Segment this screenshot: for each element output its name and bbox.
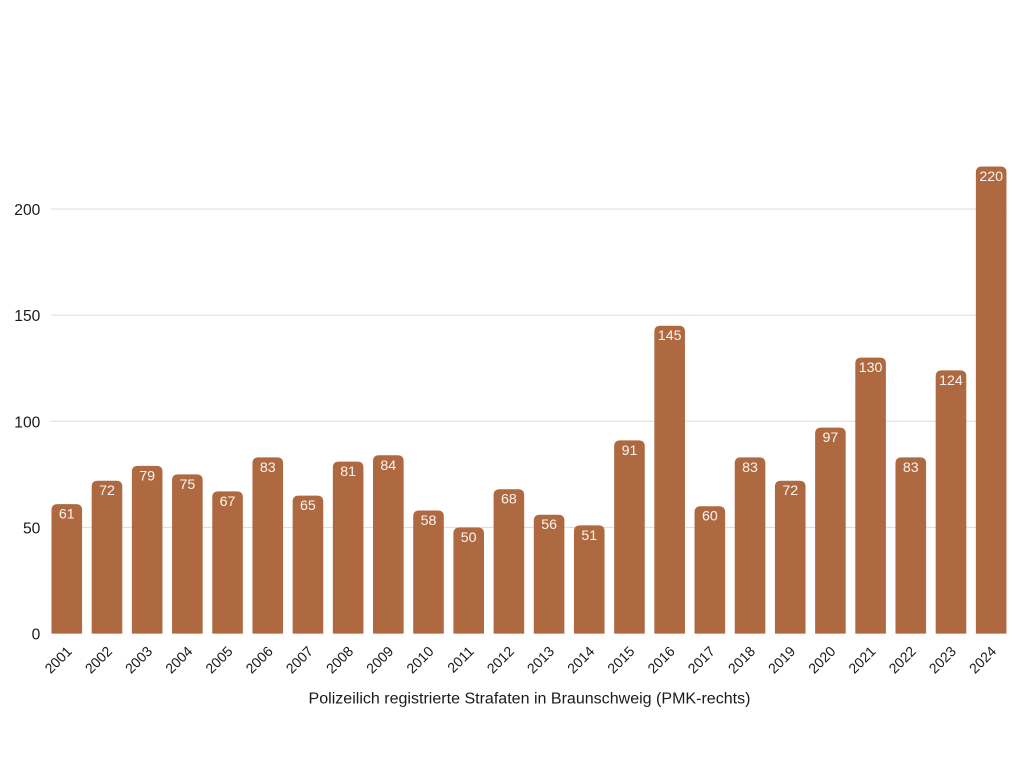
- svg-text:0: 0: [32, 627, 41, 644]
- svg-text:79: 79: [139, 468, 155, 484]
- svg-text:130: 130: [859, 360, 883, 376]
- svg-text:91: 91: [622, 443, 638, 459]
- svg-text:51: 51: [581, 528, 597, 544]
- svg-text:72: 72: [99, 483, 115, 499]
- svg-text:75: 75: [179, 477, 195, 493]
- svg-text:124: 124: [939, 373, 963, 389]
- svg-text:81: 81: [340, 464, 356, 480]
- svg-text:150: 150: [14, 308, 40, 325]
- svg-text:65: 65: [300, 498, 316, 514]
- svg-text:56: 56: [541, 517, 557, 533]
- svg-text:61: 61: [59, 507, 75, 523]
- svg-text:72: 72: [782, 483, 798, 499]
- svg-text:83: 83: [742, 460, 758, 476]
- svg-text:58: 58: [421, 513, 437, 529]
- svg-text:50: 50: [23, 520, 41, 537]
- svg-text:83: 83: [260, 460, 276, 476]
- svg-text:67: 67: [220, 494, 236, 510]
- svg-text:50: 50: [461, 530, 477, 546]
- svg-text:200: 200: [14, 202, 40, 219]
- svg-text:145: 145: [658, 328, 682, 344]
- svg-text:220: 220: [979, 169, 1003, 185]
- svg-text:68: 68: [501, 492, 517, 508]
- svg-text:84: 84: [380, 458, 396, 474]
- svg-text:97: 97: [823, 430, 839, 446]
- svg-text:60: 60: [702, 509, 718, 525]
- svg-text:100: 100: [14, 414, 40, 431]
- svg-text:83: 83: [903, 460, 919, 476]
- svg-text:Polizeilich registrierte Straf: Polizeilich registrierte Strafaten in Br…: [309, 690, 751, 708]
